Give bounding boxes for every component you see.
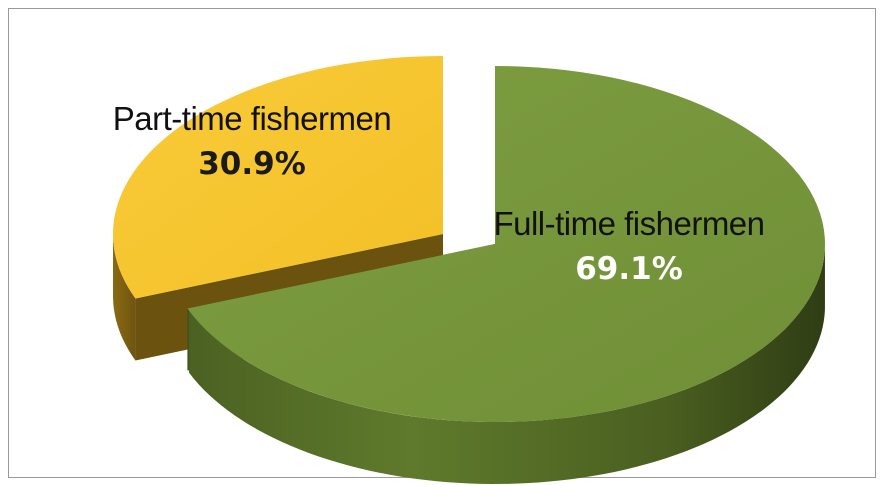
- slice-full-time-side: [189, 247, 825, 484]
- slice-value-full-time: 69.1%: [575, 251, 683, 287]
- slice-label-part-time: Part-time fishermen 30.9%: [86, 100, 418, 182]
- slice-full-time: [187, 66, 826, 484]
- slice-full-time-top: [187, 66, 826, 422]
- slice-name-part-time: Part-time fishermen: [112, 100, 392, 137]
- slice-part-time-top: [112, 56, 443, 299]
- slice-value-part-time: 30.9%: [198, 146, 306, 182]
- slice-label-full-time: Full-time fishermen 69.1%: [458, 205, 800, 287]
- slice-name-full-time: Full-time fishermen: [493, 205, 765, 242]
- slice-part-time-side: [113, 234, 136, 361]
